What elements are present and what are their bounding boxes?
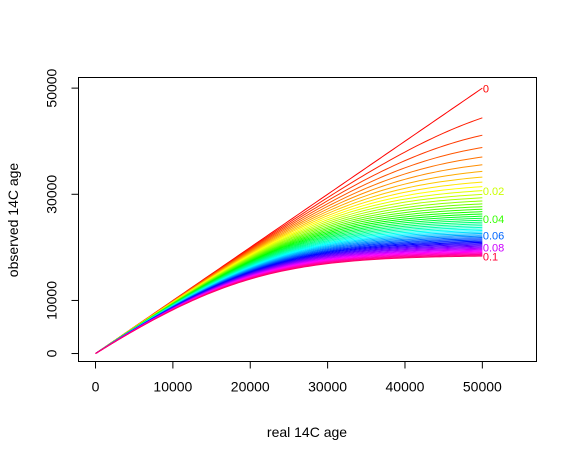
y-tick-label: 30000 (44, 175, 60, 214)
curve-line (95, 249, 483, 354)
y-tick-label: 50000 (44, 68, 60, 107)
x-tick-label: 10000 (153, 379, 192, 395)
curve-label: 0.06 (483, 230, 504, 242)
curve-label: 0.08 (483, 242, 504, 254)
x-tick-label: 20000 (231, 379, 270, 395)
curve-labels-group: 0 0.02 0.04 0.060.080.1 (483, 84, 504, 264)
x-tick-label: 50000 (463, 379, 502, 395)
curve-label: 0 (483, 84, 489, 96)
x-axis: 0 10000 20000 30000 40000 50000 (92, 361, 502, 395)
curve-label: 0.04 (483, 214, 504, 226)
curve-line (95, 193, 483, 354)
y-tick-label: 10000 (44, 281, 60, 320)
x-axis-label: real 14C age (267, 424, 347, 440)
y-tick-label: 0 (44, 349, 60, 357)
x-tick-label: 40000 (386, 379, 425, 395)
curve-line (95, 248, 483, 354)
y-axis-label: observed 14C age (5, 163, 21, 278)
curve-line (95, 247, 483, 354)
x-tick-label: 30000 (308, 379, 347, 395)
curve-series-group (95, 87, 483, 354)
curve-line (95, 250, 483, 354)
curve-line (95, 255, 483, 354)
curve-label: 0.02 (483, 186, 504, 198)
x-tick-label: 0 (92, 379, 100, 395)
y-axis: 0 10000 30000 50000 (44, 68, 79, 357)
curve-label: 0.1 (483, 252, 498, 264)
